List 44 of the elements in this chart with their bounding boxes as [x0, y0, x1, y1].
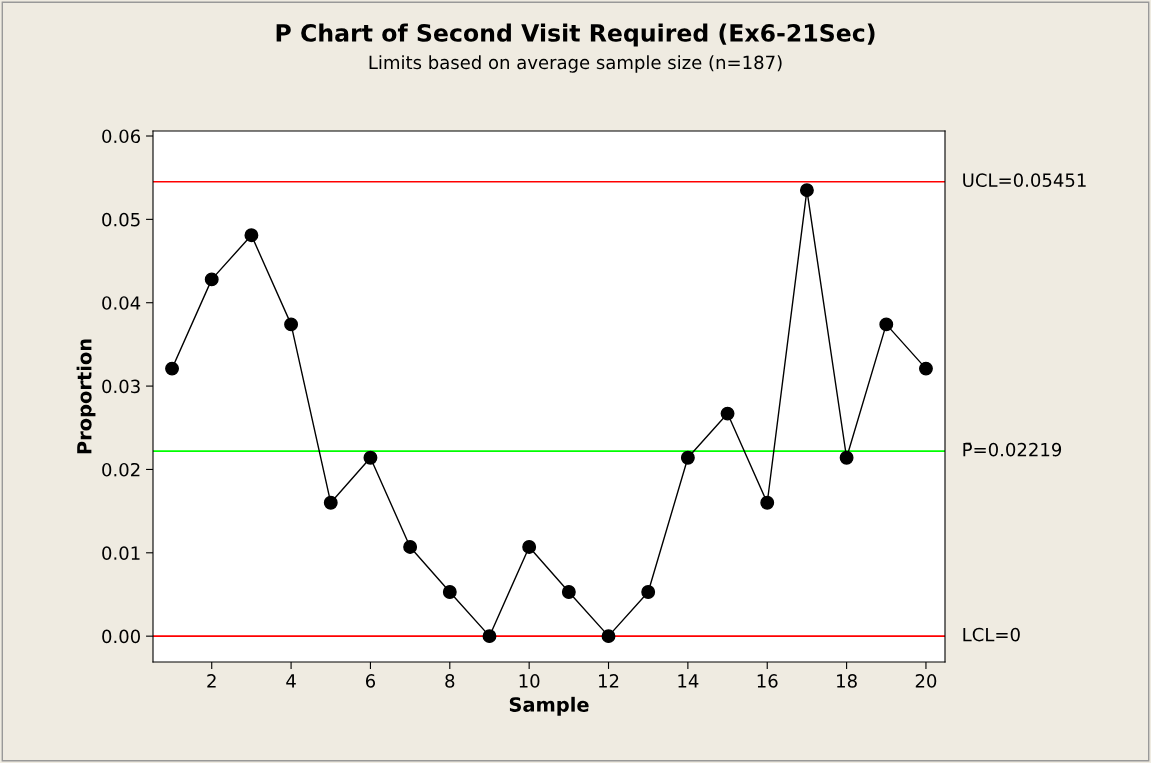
y-tick-label: 0.00 — [102, 629, 140, 644]
ref-line-label: UCL=0.05451 — [963, 173, 1086, 187]
point — [760, 495, 775, 510]
x-tick-label: 16 — [757, 674, 778, 688]
point — [919, 361, 933, 376]
point — [244, 228, 259, 243]
y-axis-title: Proportion — [76, 339, 96, 454]
point — [363, 450, 378, 465]
point — [442, 585, 457, 599]
y-tick-label: 0.04 — [102, 296, 141, 310]
point — [839, 450, 854, 465]
x-axis-title: Sample — [509, 696, 589, 716]
x-tick-label: 8 — [445, 674, 455, 688]
x-tick-label: 10 — [519, 674, 540, 688]
chart-subtitle: Limits based on average sample size (n=187) — [369, 55, 782, 73]
x-tick-label: 12 — [599, 674, 619, 688]
y-tick-label: 0.03 — [102, 379, 140, 394]
y-tick-label: 0.05 — [102, 212, 140, 227]
ref-line-label: LCL=0 — [963, 627, 1020, 642]
x-tick-label: 6 — [365, 674, 376, 688]
point — [165, 361, 179, 376]
x-tick-label: 20 — [915, 674, 937, 688]
point — [403, 540, 418, 554]
chart-title: P Chart of Second Visit Required (Ex6-21Sec) — [276, 23, 875, 47]
point — [680, 450, 695, 465]
point — [879, 317, 894, 332]
point — [720, 406, 735, 421]
point — [204, 272, 219, 287]
point — [284, 317, 299, 332]
point — [641, 585, 656, 599]
y-tick-label: 0.02 — [102, 462, 140, 477]
y-tick-label: 0.06 — [102, 129, 141, 144]
y-tick-label: 0.01 — [102, 546, 140, 560]
point — [561, 585, 576, 599]
x-tick-label: 18 — [837, 674, 857, 688]
ref-line-label: P̄=0.02219 — [963, 442, 1062, 457]
point — [482, 629, 497, 644]
point — [323, 495, 338, 510]
x-tick-label: 4 — [286, 674, 296, 688]
x-tick-label: 2 — [207, 674, 216, 688]
point — [601, 629, 616, 644]
x-tick-label: 14 — [678, 674, 699, 688]
point — [799, 183, 814, 198]
point — [522, 540, 537, 554]
